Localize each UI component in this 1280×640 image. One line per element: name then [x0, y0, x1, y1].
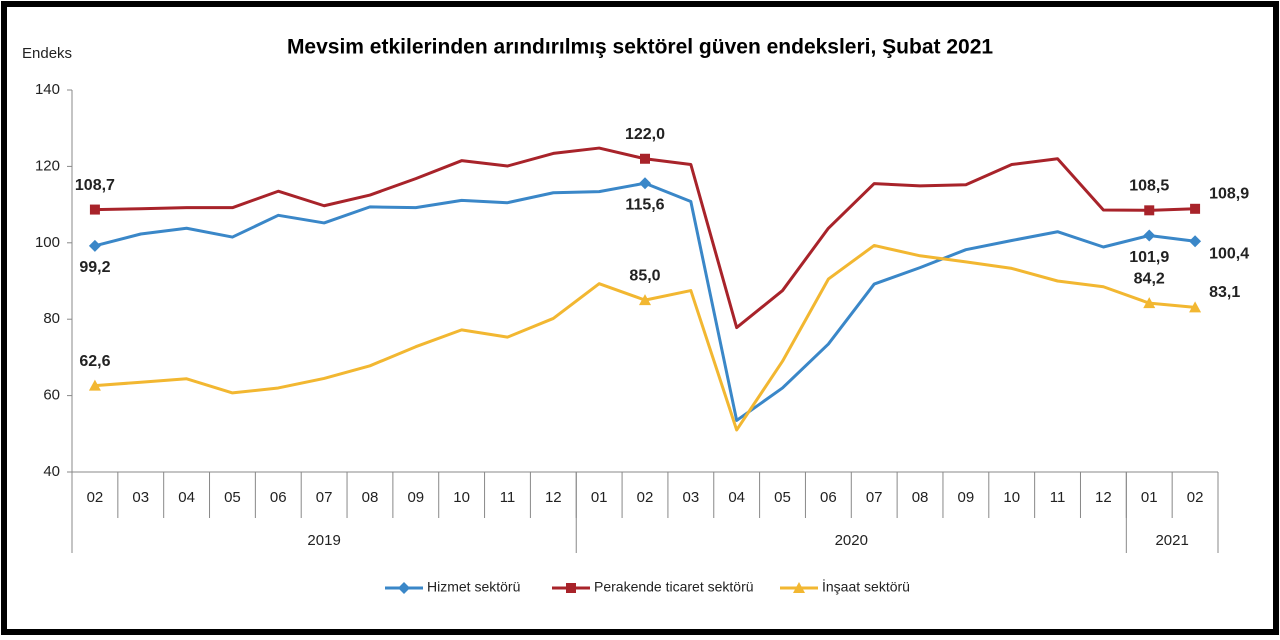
y-tick-label: 80 [43, 310, 60, 327]
x-tick-label: 09 [958, 489, 975, 506]
x-group-label: 2019 [307, 532, 340, 549]
x-tick-label: 01 [591, 489, 608, 506]
x-tick-label: 06 [820, 489, 837, 506]
value-label: 122,0 [625, 126, 665, 143]
value-label: 83,1 [1209, 284, 1240, 301]
x-tick-label: 04 [728, 489, 745, 506]
point [88, 379, 101, 391]
point [566, 583, 576, 593]
x-tick-label: 03 [682, 489, 699, 506]
value-label: 108,5 [1129, 178, 1169, 195]
point [88, 239, 101, 252]
legend-label: Hizmet sektörü [427, 579, 520, 595]
value-label: 62,6 [79, 353, 110, 370]
x-tick-label: 11 [1050, 489, 1066, 506]
point [639, 294, 651, 306]
point [89, 204, 100, 215]
x-tick-label: 02 [87, 489, 104, 506]
x-tick-label: 10 [1003, 489, 1020, 506]
value-label: 100,4 [1209, 246, 1249, 263]
value-label: 108,9 [1209, 186, 1249, 203]
x-tick-label: 11 [500, 489, 516, 506]
value-label: 84,2 [1134, 270, 1165, 287]
x-tick-label: 05 [224, 489, 241, 506]
x-tick-label: 03 [132, 489, 149, 506]
x-tick-label: 12 [545, 489, 562, 506]
point [793, 582, 805, 593]
x-tick-label: 09 [407, 489, 424, 506]
x-tick-label: 07 [316, 489, 333, 506]
x-tick-label: 06 [270, 489, 287, 506]
y-tick-label: 120 [35, 157, 60, 174]
point [639, 177, 651, 190]
x-tick-label: 08 [912, 489, 929, 506]
point [640, 153, 650, 164]
x-tick-label: 10 [453, 489, 470, 506]
point [1143, 297, 1156, 309]
x-tick-label: 02 [637, 489, 654, 506]
value-label: 108,7 [75, 177, 115, 194]
legend-label: Perakende ticaret sektörü [594, 579, 754, 595]
point [1189, 301, 1202, 313]
point [398, 582, 410, 594]
point [1189, 235, 1202, 248]
legend-label: İnşaat sektörü [822, 578, 910, 595]
value-label: 101,9 [1129, 249, 1169, 266]
point [1190, 203, 1201, 214]
y-tick-label: 140 [35, 81, 60, 98]
x-tick-label: 02 [1187, 489, 1204, 506]
value-label: 99,2 [79, 259, 110, 276]
chart-title: Mevsim etkilerinden arındırılmış sektöre… [287, 36, 993, 59]
y-axis-label: Endeks [22, 45, 72, 62]
y-tick-label: 60 [43, 387, 60, 404]
x-tick-label: 05 [774, 489, 791, 506]
value-label: 85,0 [629, 267, 660, 284]
x-tick-label: 07 [866, 489, 883, 506]
x-tick-label: 12 [1095, 489, 1112, 506]
value-label: 115,6 [625, 196, 664, 213]
x-tick-label: 04 [178, 489, 195, 506]
x-group-label: 2021 [1155, 532, 1188, 549]
point [1144, 205, 1155, 216]
y-tick-label: 40 [43, 463, 60, 480]
y-tick-label: 100 [35, 234, 60, 251]
x-tick-label: 08 [362, 489, 379, 506]
point [1143, 229, 1156, 242]
x-tick-label: 01 [1141, 489, 1158, 506]
x-group-label: 2020 [835, 532, 868, 549]
